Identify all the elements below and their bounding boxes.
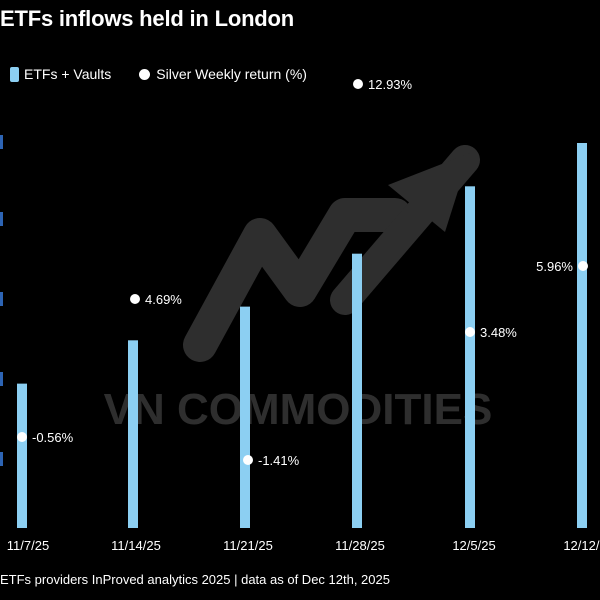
axis-tick-mark (0, 135, 3, 149)
legend-bar-swatch (10, 66, 19, 82)
bar-etfs-vaults (128, 340, 138, 528)
axis-ticks (0, 135, 3, 466)
dot-silver-return (243, 455, 253, 465)
x-tick-label: 11/28/25 (335, 538, 385, 553)
dot-silver-return (353, 79, 363, 89)
source-footer: ETFs providers InProved analytics 2025 |… (0, 572, 390, 587)
dot-silver-return (578, 261, 588, 271)
x-tick-label: 12/5/25 (452, 538, 495, 553)
chart-title: ETFs inflows held in London (0, 6, 295, 31)
legend-label-etfs: ETFs + Vaults (24, 66, 112, 82)
axis-tick-mark (0, 212, 3, 226)
x-tick-label: 11/7/25 (7, 538, 49, 553)
bar-series (17, 143, 587, 528)
legend-label-silver: Silver Weekly return (%) (156, 66, 307, 82)
x-tick-label: 12/12/2 (563, 538, 600, 553)
watermark-arrow-head (388, 153, 470, 232)
watermark-text: VN COMMODITIES (104, 385, 493, 434)
bar-etfs-vaults (577, 143, 587, 528)
bar-etfs-vaults (352, 253, 362, 528)
axis-tick-mark (0, 452, 3, 466)
dot-silver-return (17, 432, 27, 442)
legend-item-silver: Silver Weekly return (%) (139, 66, 307, 82)
watermark: VN COMMODITIES (104, 145, 493, 434)
x-tick-label: 11/14/25 (111, 538, 161, 553)
chart-legend: ETFs + Vaults Silver Weekly return (%) (10, 64, 335, 84)
dot-data-label: 4.69% (145, 292, 182, 307)
legend-item-etfs: ETFs + Vaults (10, 66, 111, 82)
dot-series: -0.56% 4.69% -1.41% 12.93% 3.48% 5.96% (17, 77, 588, 468)
bar-etfs-vaults (465, 186, 475, 528)
dot-data-label: -1.41% (258, 453, 300, 468)
x-tick-label: 11/21/25 (223, 538, 273, 553)
axis-tick-mark (0, 372, 3, 386)
dot-data-label: -0.56% (32, 430, 74, 445)
dot-silver-return (465, 327, 475, 337)
bar-etfs-vaults (240, 306, 250, 528)
dot-data-label: 5.96% (536, 259, 573, 274)
x-axis-labels: 11/7/25 11/14/25 11/21/25 11/28/25 12/5/25 12… (7, 538, 600, 553)
bar-etfs-vaults (17, 383, 27, 528)
axis-tick-mark (0, 292, 3, 306)
watermark-logo-mark (183, 198, 412, 362)
dot-data-label: 12.93% (368, 77, 413, 92)
legend-dot-swatch (139, 68, 151, 80)
dot-silver-return (130, 294, 140, 304)
dot-data-label: 3.48% (480, 325, 517, 340)
